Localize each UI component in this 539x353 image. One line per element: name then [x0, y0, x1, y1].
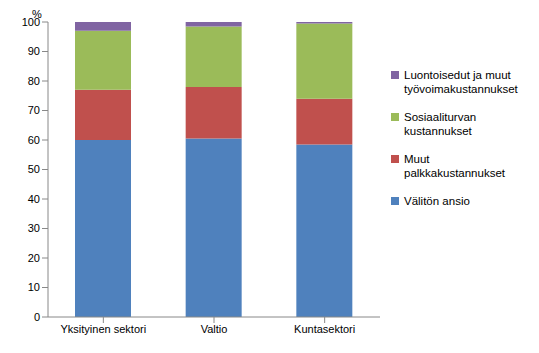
svg-text:20: 20 [28, 252, 40, 264]
svg-text:Yksityinen sektori: Yksityinen sektori [61, 323, 147, 335]
svg-text:90: 90 [28, 45, 40, 57]
html-text:Muut palkkakustannukset: Muut palkkakustannukset [404, 153, 505, 179]
svg-text:100: 100 [22, 16, 40, 28]
svg-text:60: 60 [28, 134, 40, 146]
svg-text:0: 0 [34, 311, 40, 323]
svg-text:50: 50 [28, 163, 40, 175]
svg-text:70: 70 [28, 104, 40, 116]
svg-text:Valtio: Valtio [201, 323, 228, 335]
svg-text:40: 40 [28, 193, 40, 205]
html-text:Luontoisedut ja muut työvoimak: Luontoisedut ja muut työvoimakustannukse… [404, 69, 518, 95]
svg-text:Kuntasektori: Kuntasektori [294, 323, 355, 335]
svg-text:30: 30 [28, 222, 40, 234]
html-text:Välitön ansio: Välitön ansio [404, 195, 470, 207]
svg-text:80: 80 [28, 75, 40, 87]
html-text:Sosiaaliturvan kustannukset: Sosiaaliturvan kustannukset [404, 111, 477, 137]
svg-text:10: 10 [28, 281, 40, 293]
